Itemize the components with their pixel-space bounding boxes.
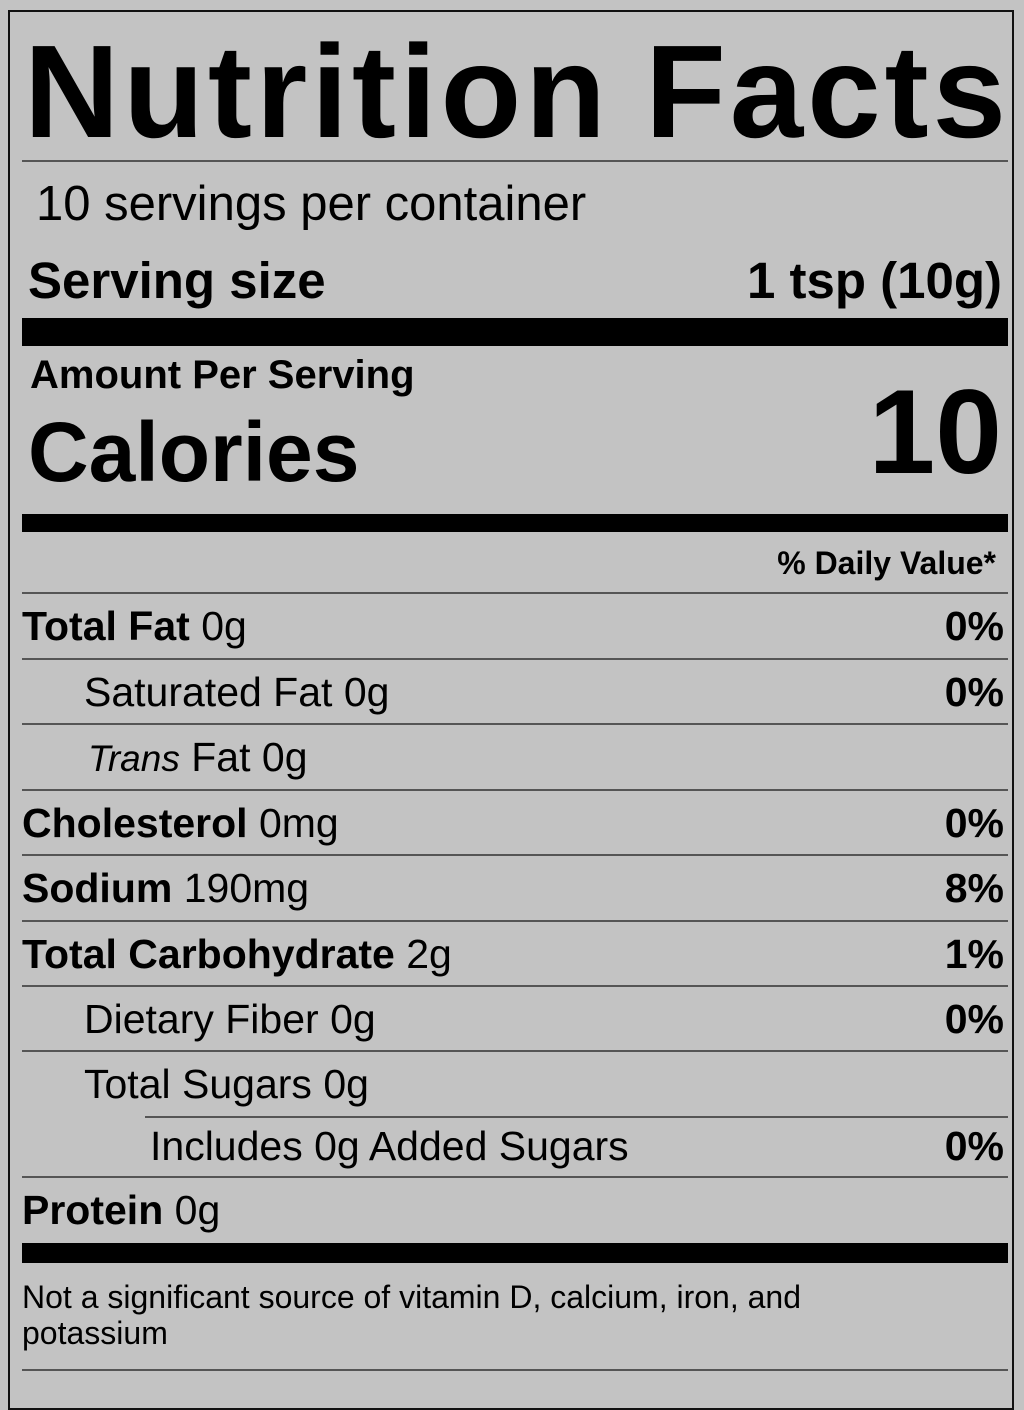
- medium-divider: [22, 514, 1008, 532]
- nutrient-row-added-sugars: Includes 0g Added Sugars 0%: [150, 1115, 1004, 1177]
- nutrient-name: Protein: [22, 1186, 164, 1233]
- divider: [22, 658, 1008, 660]
- divider: [22, 854, 1008, 856]
- divider: [22, 1369, 1008, 1371]
- nutrient-row-saturated-fat: Saturated Fat 0g 0%: [84, 660, 1004, 724]
- servings-per-container: 10 servings per container: [36, 177, 587, 231]
- daily-value: 0%: [944, 995, 1004, 1042]
- calories-label: Calories: [28, 405, 360, 499]
- divider: [22, 920, 1008, 922]
- nutrient-name: Saturated Fat: [84, 668, 333, 715]
- divider: [22, 160, 1008, 162]
- daily-value: 0%: [944, 1122, 1004, 1169]
- thick-divider: [22, 318, 1008, 346]
- nutrient-name: Dietary Fiber: [84, 995, 319, 1042]
- title-word: Nutrition: [24, 18, 610, 165]
- title-word: Facts: [645, 18, 1010, 165]
- amount-per-serving: Amount Per Serving: [30, 353, 415, 397]
- divider: [22, 1176, 1008, 1178]
- serving-size-value: 1 tsp (10g): [746, 251, 1002, 309]
- nutrient-name: Total Fat: [22, 602, 190, 649]
- divider: [22, 789, 1008, 791]
- nutrient-amount: 0g: [330, 995, 376, 1042]
- nutrient-amount: 0g: [261, 733, 308, 780]
- daily-value: 1%: [944, 930, 1004, 977]
- calories-value: 10: [868, 365, 1002, 499]
- nutrient-row-protein: Protein 0g: [22, 1178, 1004, 1242]
- nutrient-row-trans-fat: Trans Fat 0g: [88, 725, 1004, 789]
- nutrient-row-dietary-fiber: Dietary Fiber 0g 0%: [84, 987, 1004, 1051]
- divider: [145, 1116, 1008, 1118]
- nutrient-name: Trans: [88, 737, 180, 779]
- divider: [22, 985, 1008, 987]
- nutrient-amount: 0mg: [258, 799, 339, 846]
- nutrient-amount: 0g: [201, 602, 247, 649]
- nutrient-name: Total Sugars: [84, 1060, 312, 1107]
- nutrient-amount: 0g: [323, 1060, 369, 1107]
- serving-size-label: Serving size: [28, 251, 326, 309]
- daily-value-header: % Daily Value*: [777, 545, 996, 581]
- daily-value: 0%: [944, 602, 1004, 649]
- nutrient-amount: 190mg: [183, 864, 310, 911]
- divider: [22, 592, 1008, 594]
- nutrient-name: Includes 0g Added Sugars: [150, 1122, 629, 1169]
- nutrition-facts-title: Nutrition Facts: [24, 22, 1010, 162]
- daily-value: 8%: [944, 864, 1004, 911]
- daily-value: 0%: [944, 799, 1004, 846]
- nutrient-row-cholesterol: Cholesterol 0mg 0%: [22, 791, 1004, 855]
- nutrient-name: Total Carbohydrate: [22, 930, 395, 977]
- divider: [22, 723, 1008, 725]
- nutrient-name: Sodium: [22, 864, 173, 911]
- nutrient-row-total-sugars: Total Sugars 0g: [84, 1052, 1004, 1116]
- footnote: Not a significant source of vitamin D, c…: [22, 1279, 801, 1351]
- nutrient-row-total-fat: Total Fat 0g 0%: [22, 594, 1004, 658]
- nutrient-amount: 0g: [343, 668, 390, 715]
- daily-value: 0%: [944, 668, 1004, 715]
- nutrient-row-total-carbohydrate: Total Carbohydrate 2g 1%: [22, 922, 1004, 986]
- serving-size-row: Serving size 1 tsp (10g): [28, 248, 1002, 312]
- divider: [22, 1050, 1008, 1052]
- nutrient-row-sodium: Sodium 190mg 8%: [22, 856, 1004, 920]
- nutrient-name-suffix: Fat: [191, 733, 251, 780]
- nutrient-amount: 0g: [174, 1186, 221, 1233]
- nutrient-amount: 2g: [406, 930, 452, 977]
- thick-divider: [22, 1243, 1008, 1263]
- nutrient-name: Cholesterol: [22, 799, 248, 846]
